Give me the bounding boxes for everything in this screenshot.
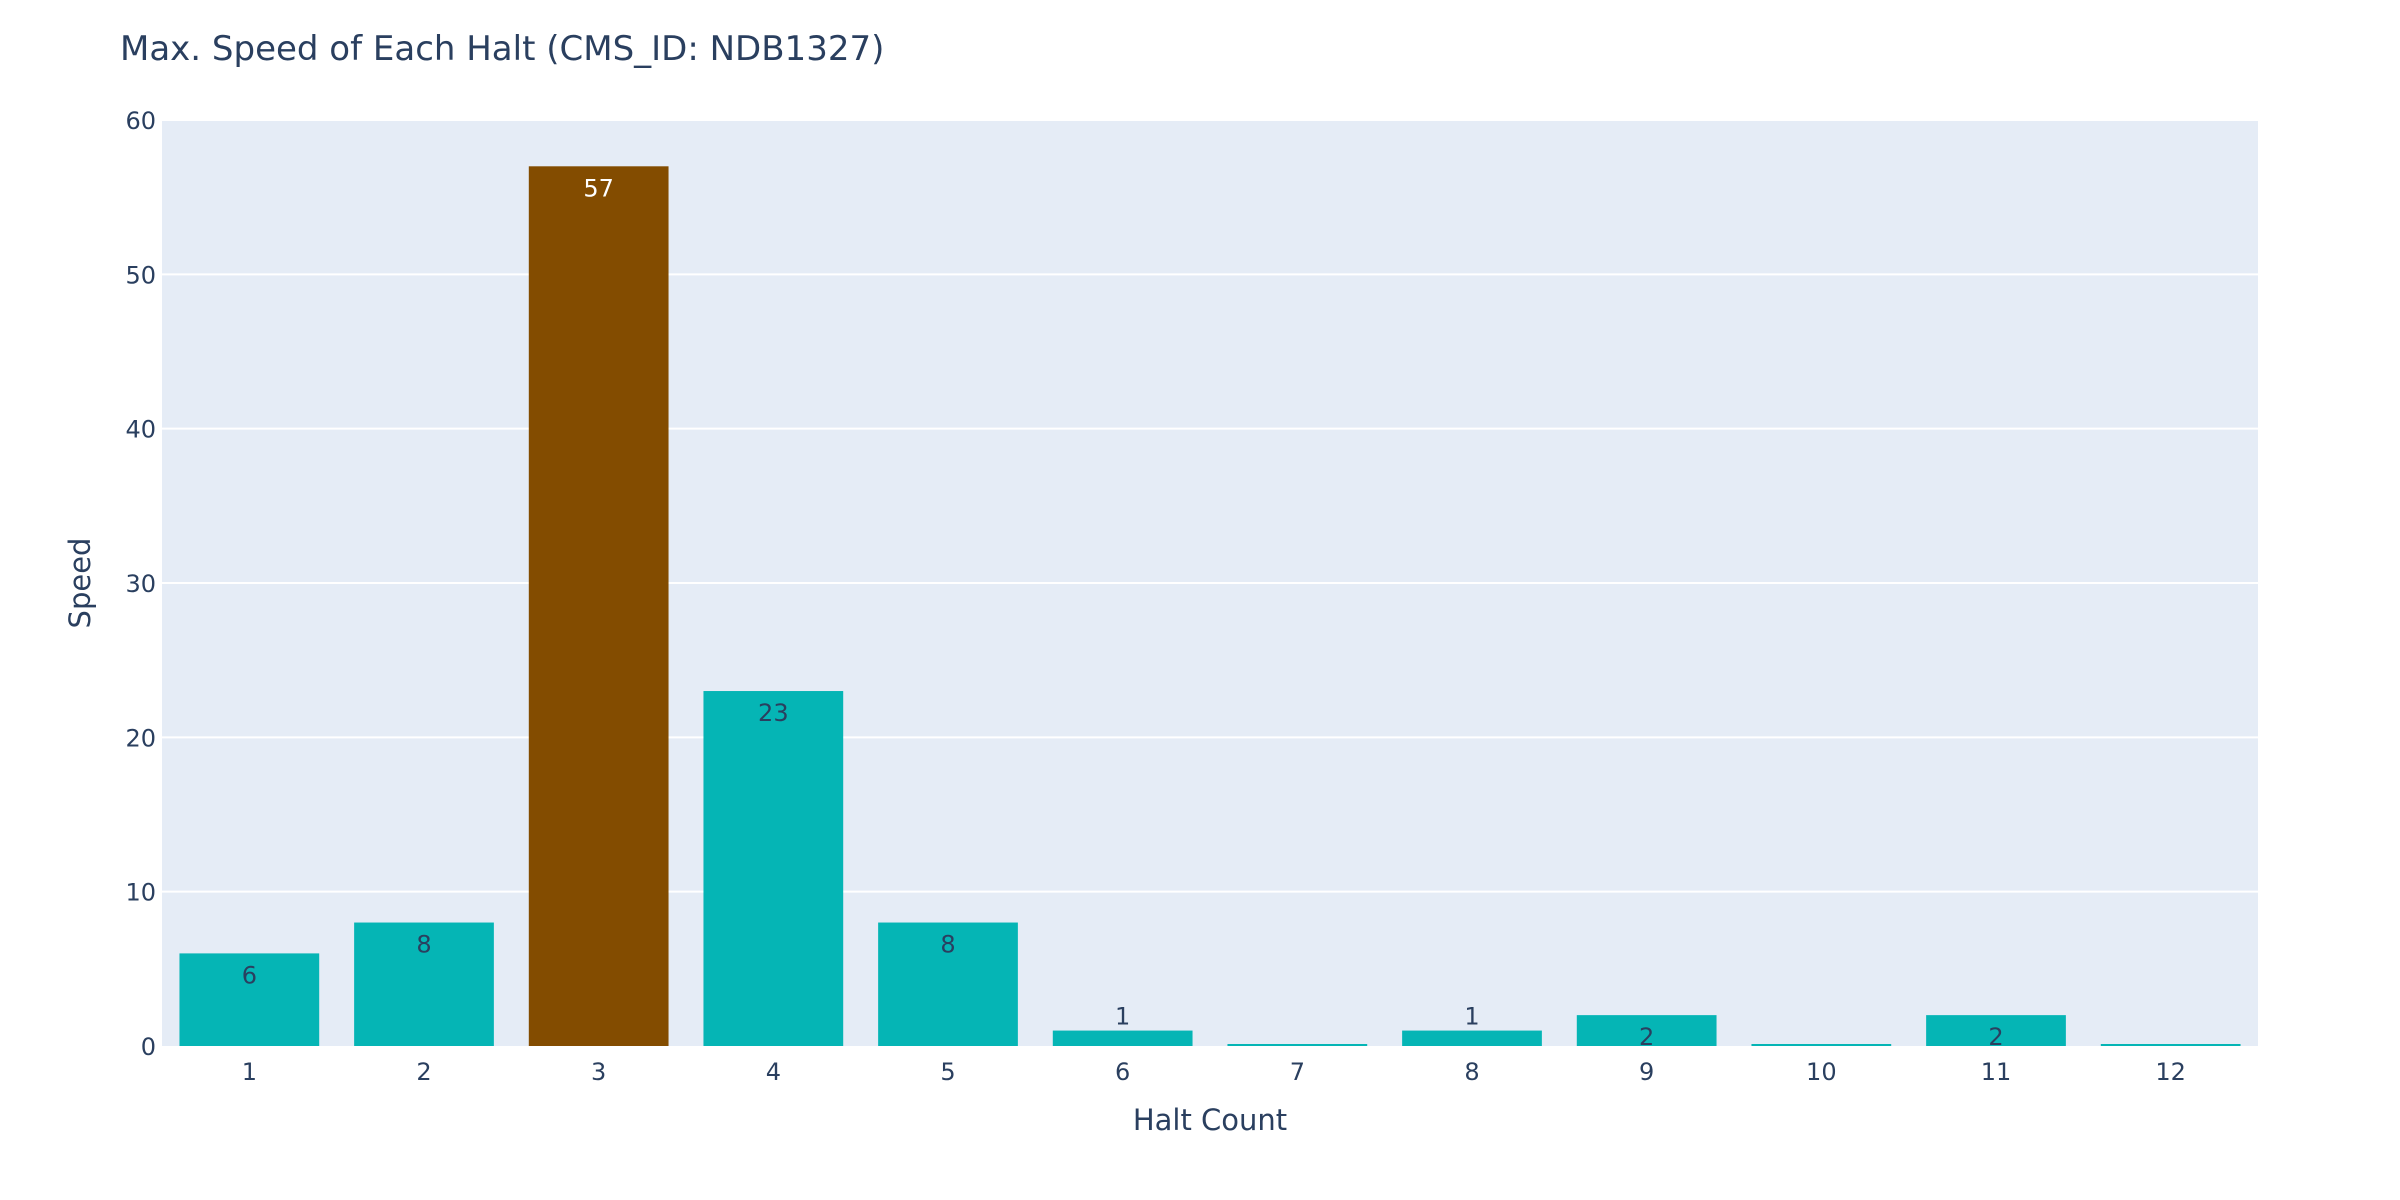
data-labels: 6 8 57 23 8 1 1 2 2 [242,174,2004,1051]
x-tick-label: 1 [242,1058,257,1086]
x-tick-label: 5 [940,1058,955,1086]
data-label-9: 2 [1639,1023,1654,1051]
x-tick-label: 7 [1290,1058,1305,1086]
bar-4 [703,691,844,1046]
x-tick-label: 6 [1115,1058,1130,1086]
bar-11 [1926,1015,2066,1046]
x-axis-title: Halt Count [1133,1103,1287,1137]
x-tick-label: 10 [1806,1058,1837,1086]
x-tick-label: 9 [1639,1058,1654,1086]
y-tick-label: 20 [125,724,156,752]
data-label-11: 2 [1988,1023,2003,1051]
bars [179,166,2241,1047]
x-tick-label: 3 [591,1058,606,1086]
x-axis-ticks: 1 2 3 4 5 6 7 8 9 10 11 12 [242,1058,2186,1086]
y-axis-title: Speed [63,538,97,629]
data-label-2: 8 [416,931,431,959]
bar-6 [1052,1030,1193,1046]
data-label-1: 6 [242,961,257,989]
bar-12 [2100,1044,2241,1046]
x-tick-label: 11 [1981,1058,2012,1086]
bar-1 [179,953,320,1046]
y-tick-label: 30 [125,570,156,598]
x-tick-label: 12 [2155,1058,2186,1086]
data-label-6: 1 [1115,1003,1130,1031]
y-tick-label: 40 [125,416,156,444]
bar-3 [528,166,669,1047]
bar-9 [1576,1015,1717,1046]
y-tick-label: 50 [125,261,156,289]
x-tick-label: 2 [416,1058,431,1086]
bar-10 [1751,1044,1892,1046]
y-axis-ticks: 0 10 20 30 40 50 60 [125,107,156,1061]
data-label-4: 23 [758,699,789,727]
gridlines [162,119,2258,893]
data-label-8: 1 [1464,1003,1479,1031]
data-label-5: 8 [940,931,955,959]
chart-title: Max. Speed of Each Halt (CMS_ID: NDB1327… [120,29,884,69]
bar-2 [354,922,494,1046]
y-tick-label: 10 [125,879,156,907]
bar-8 [1402,1030,1542,1046]
bar-5 [878,922,1018,1046]
x-tick-label: 4 [766,1058,781,1086]
y-tick-label: 60 [125,107,156,135]
bar-7 [1227,1044,1368,1046]
x-tick-label: 8 [1464,1058,1479,1086]
y-tick-label: 0 [141,1033,156,1061]
data-label-3: 57 [583,174,614,202]
